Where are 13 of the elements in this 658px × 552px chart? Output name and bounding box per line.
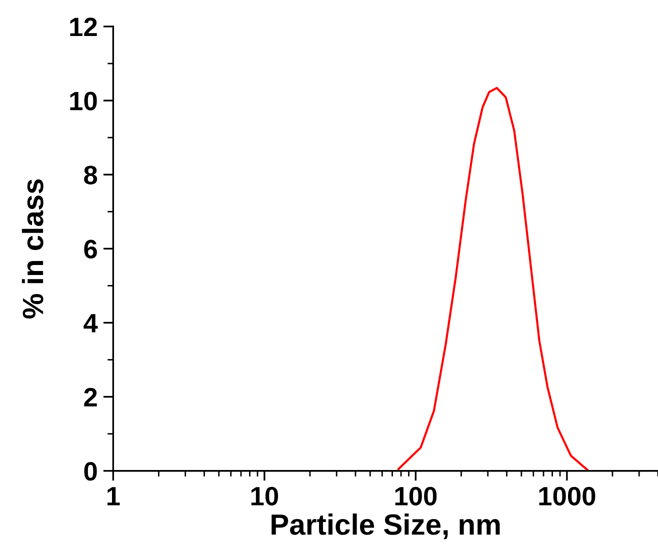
y-tick-label: 4 — [84, 314, 98, 332]
x-tick-label: 100 — [395, 486, 437, 506]
y-tick-label: 2 — [84, 388, 97, 406]
x-tick-label: 10 — [251, 486, 278, 506]
y-axis-title: % in class — [22, 179, 44, 318]
y-tick-label: 8 — [84, 166, 98, 184]
x-tick-label: 1 — [108, 487, 120, 506]
x-tick-label: 1000 — [539, 486, 596, 506]
y-tick-label: 12 — [70, 18, 97, 36]
y-tick-label: 6 — [84, 240, 97, 258]
y-tick-label: 10 — [70, 92, 97, 110]
x-axis-title: Particle Size, nm — [272, 514, 500, 540]
y-tick-label: 0 — [84, 462, 97, 481]
